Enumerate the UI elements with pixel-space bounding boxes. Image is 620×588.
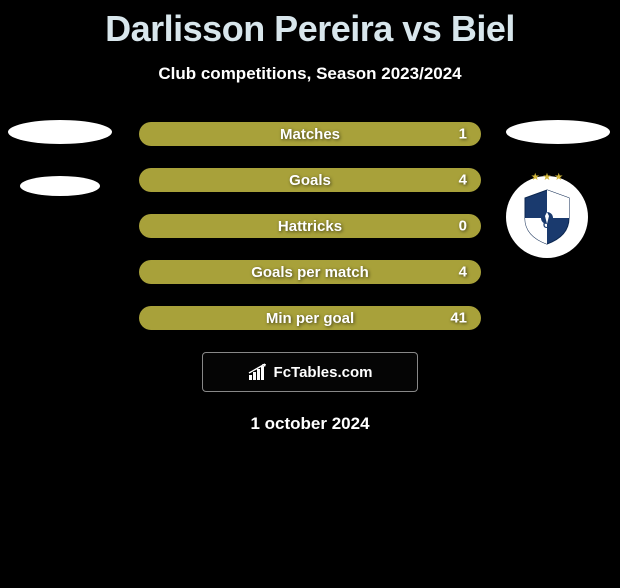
stat-value: 1 <box>459 126 467 143</box>
stat-label: Min per goal <box>266 310 354 327</box>
page-title: Darlisson Pereira vs Biel <box>0 8 620 50</box>
stat-bar: Min per goal 41 <box>139 306 481 330</box>
stat-value: 4 <box>459 172 467 189</box>
stat-bar: Goals per match 4 <box>139 260 481 284</box>
stat-row: Min per goal 41 <box>0 306 620 330</box>
stat-row: Goals 4 <box>0 168 620 192</box>
stat-value: 4 <box>459 264 467 281</box>
stat-label: Matches <box>280 126 340 143</box>
stat-bar: Goals 4 <box>139 168 481 192</box>
stat-row: Matches 1 <box>0 122 620 146</box>
svg-text:P: P <box>534 198 540 208</box>
brand-text: FcTables.com <box>274 364 373 381</box>
stat-label: Goals per match <box>251 264 369 281</box>
stat-label: Hattricks <box>278 218 342 235</box>
date-text: 1 october 2024 <box>0 414 620 434</box>
stat-value: 41 <box>450 310 467 327</box>
stat-label: Goals <box>289 172 331 189</box>
svg-text:S: S <box>553 198 559 208</box>
brand-footer[interactable]: FcTables.com <box>202 352 418 392</box>
stat-row: Hattricks 0 <box>0 214 620 238</box>
stat-bar: Matches 1 <box>139 122 481 146</box>
stat-row: Goals per match 4 <box>0 260 620 284</box>
subtitle: Club competitions, Season 2023/2024 <box>0 64 620 84</box>
stat-bar: Hattricks 0 <box>139 214 481 238</box>
stat-value: 0 <box>459 218 467 235</box>
chart-icon <box>248 363 270 381</box>
